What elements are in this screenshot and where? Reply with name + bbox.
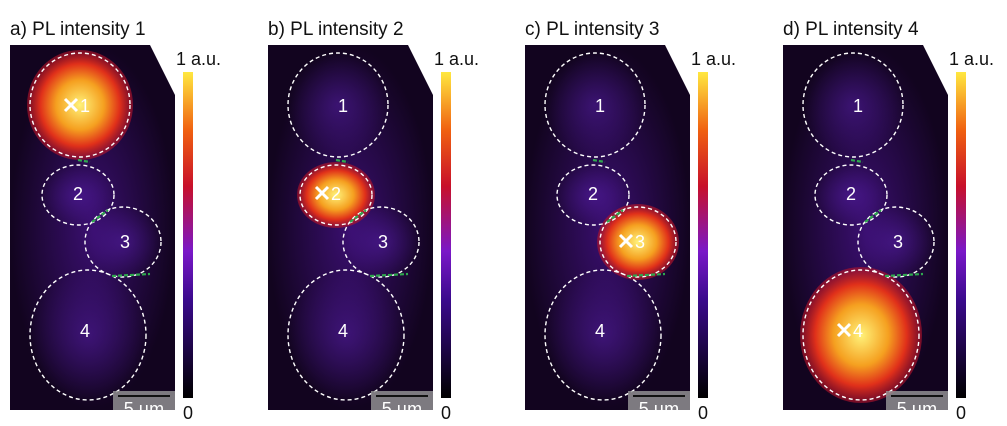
region-outline — [84, 206, 162, 278]
region-glow — [85, 207, 161, 277]
region-glow — [288, 53, 388, 157]
scale-bar-label: 5 µm — [124, 399, 164, 419]
panel-title: a) PL intensity 1 — [10, 19, 146, 40]
colorbar-max: 1 a.u. — [691, 49, 736, 69]
excited-region — [800, 267, 922, 403]
colorbar-min: 0 — [441, 403, 451, 423]
region-label: 4 — [80, 321, 90, 341]
junction — [592, 158, 606, 164]
region-glow — [42, 165, 114, 225]
region-outline — [857, 206, 935, 278]
region-outline — [342, 206, 420, 278]
region-label: 4 — [853, 321, 863, 341]
region-outline — [599, 206, 677, 278]
region-outline — [544, 269, 662, 401]
colorbar — [698, 72, 708, 398]
region-label: 1 — [80, 96, 90, 116]
region-label: 3 — [120, 232, 130, 252]
region-outline — [41, 164, 115, 226]
panel: b) PL intensity 2 1 2 3 4 5 µm 1 a.u. 0 — [268, 19, 479, 423]
region-outline — [802, 52, 904, 158]
junction — [91, 209, 109, 223]
excitation-mark — [314, 185, 330, 201]
panel: a) PL intensity 1 1 2 3 4 5 µm 1 a.u. 0 — [10, 19, 221, 423]
region-outline — [287, 52, 389, 158]
region-label: 1 — [853, 96, 863, 116]
region-label: 2 — [331, 184, 341, 204]
excited-region — [297, 162, 375, 228]
junction — [369, 272, 409, 278]
colorbar-min: 0 — [183, 403, 193, 423]
junction — [77, 158, 91, 164]
region-label: 1 — [595, 96, 605, 116]
region-glow — [557, 165, 629, 225]
region-glow — [545, 270, 661, 400]
colorbar — [956, 72, 966, 398]
region-outline — [29, 52, 131, 158]
region-outline — [802, 269, 920, 401]
colorbar-max: 1 a.u. — [176, 49, 221, 69]
region-label: 4 — [338, 321, 348, 341]
region-outline — [29, 269, 147, 401]
scale-bar-label: 5 µm — [382, 399, 422, 419]
panel: d) PL intensity 4 1 2 3 4 5 µm 1 a.u. 0 — [783, 19, 994, 423]
region-glow — [858, 207, 934, 277]
excitation-mark — [836, 322, 852, 338]
junction — [111, 272, 151, 278]
region-label: 2 — [846, 184, 856, 204]
junction — [335, 158, 349, 164]
panel: c) PL intensity 3 1 2 3 4 5 µm 1 a.u. 0 — [525, 19, 736, 423]
region-glow — [30, 270, 146, 400]
region-glow — [803, 53, 903, 157]
excited-region — [27, 50, 133, 160]
excitation-mark — [63, 97, 79, 113]
colorbar-max: 1 a.u. — [434, 49, 479, 69]
region-label: 2 — [588, 184, 598, 204]
colorbar — [183, 72, 193, 398]
colorbar — [441, 72, 451, 398]
colorbar-min: 0 — [698, 403, 708, 423]
region-outline — [299, 164, 373, 226]
region-glow — [815, 165, 887, 225]
junction — [606, 209, 624, 223]
panel-title: d) PL intensity 4 — [783, 19, 919, 40]
region-glow — [288, 270, 404, 400]
region-label: 3 — [893, 232, 903, 252]
junction — [349, 209, 367, 223]
excited-region — [597, 204, 679, 280]
panel-title: b) PL intensity 2 — [268, 19, 404, 40]
region-outline — [814, 164, 888, 226]
region-label: 3 — [378, 232, 388, 252]
scale-bar-label: 5 µm — [897, 399, 937, 419]
junction — [864, 209, 882, 223]
region-label: 3 — [635, 232, 645, 252]
region-glow — [545, 53, 645, 157]
region-label: 2 — [73, 184, 83, 204]
region-label: 1 — [338, 96, 348, 116]
junction — [850, 158, 864, 164]
panel-title: c) PL intensity 3 — [525, 19, 659, 40]
region-outline — [544, 52, 646, 158]
colorbar-max: 1 a.u. — [949, 49, 994, 69]
excitation-mark — [618, 233, 634, 249]
region-glow — [343, 207, 419, 277]
colorbar-min: 0 — [956, 403, 966, 423]
region-label: 4 — [595, 321, 605, 341]
junction — [626, 272, 666, 278]
scale-bar-label: 5 µm — [639, 399, 679, 419]
region-outline — [556, 164, 630, 226]
region-outline — [287, 269, 405, 401]
junction — [884, 272, 924, 278]
